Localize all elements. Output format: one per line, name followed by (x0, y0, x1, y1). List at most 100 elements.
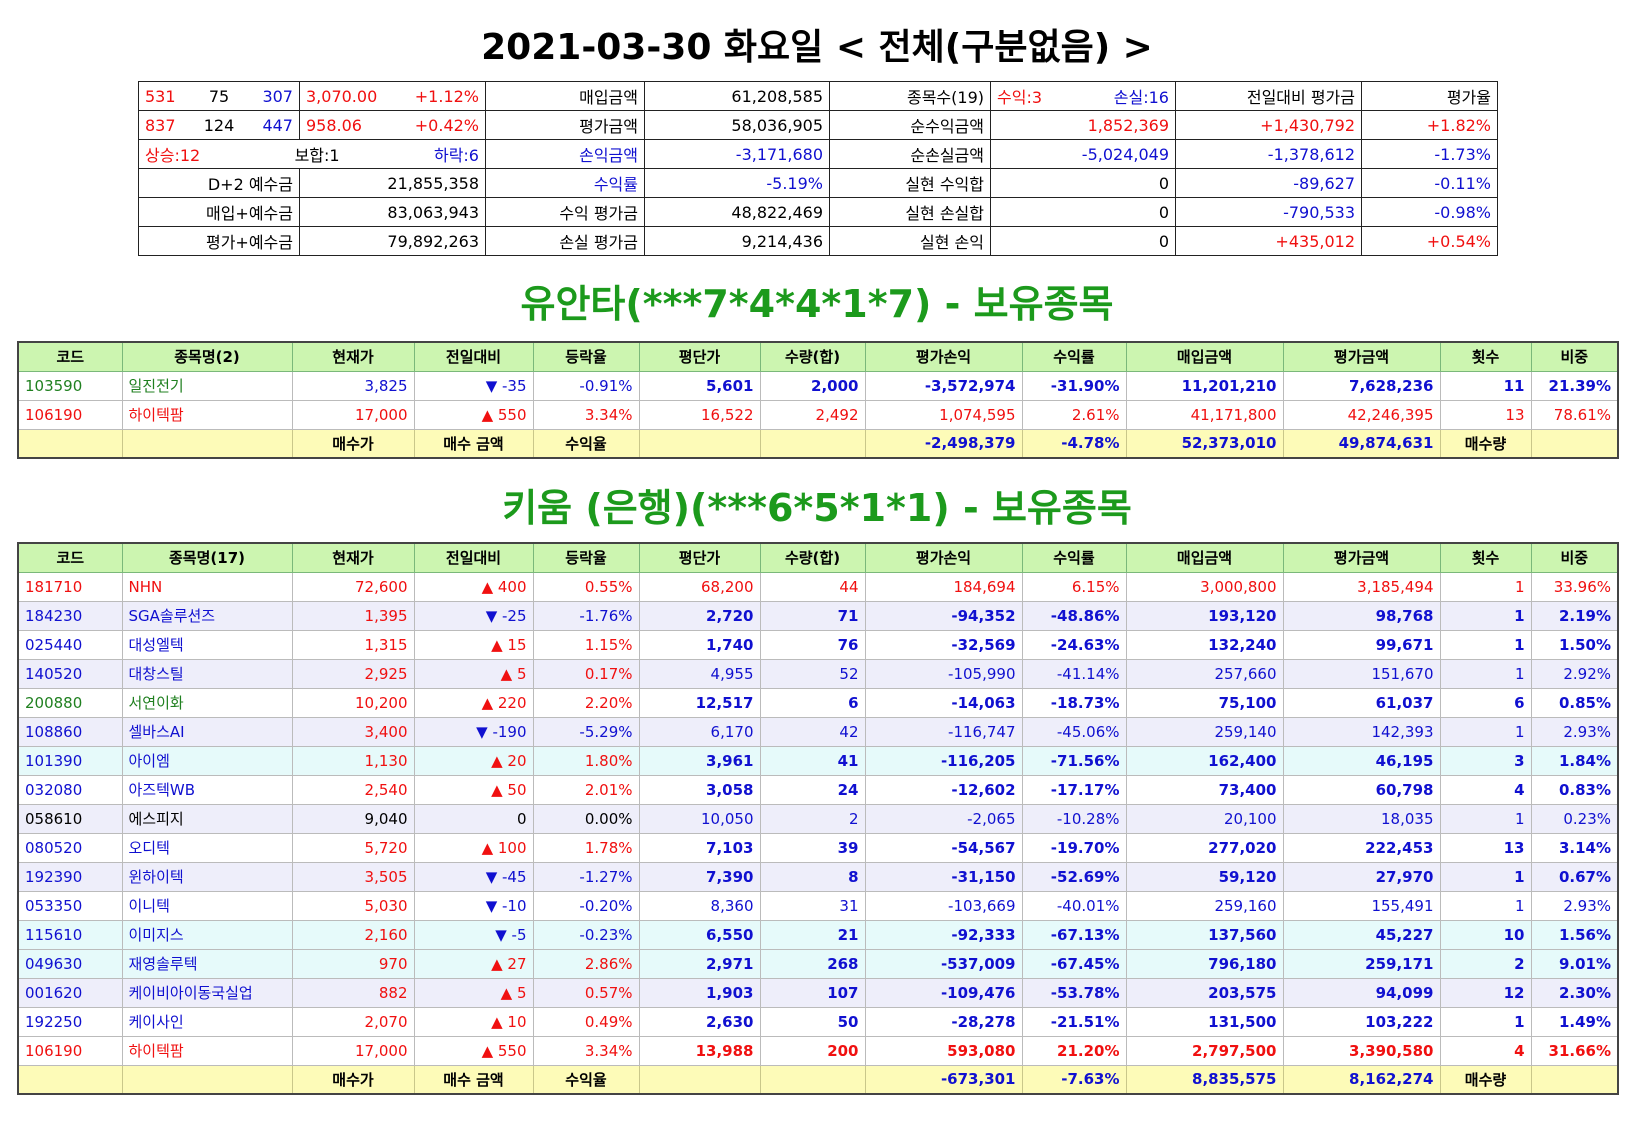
cell-text: 0 (1158, 231, 1169, 251)
cell-parts: 837 124 447 (145, 116, 293, 135)
holding-cell: 2.93% (1530, 890, 1619, 921)
holding-cell: 3,058 (638, 774, 761, 805)
holding-cell: 13,988 (638, 1035, 761, 1066)
cell-text: +0.54% (1426, 231, 1491, 251)
cell-part: 124 (203, 115, 235, 135)
header-cell: 매입금액 (1125, 341, 1284, 372)
holding-cell: 10 (1439, 919, 1532, 950)
cell-part: 958.06 (306, 115, 362, 135)
cell-text: 83,063,943 (387, 202, 479, 222)
footer-total: -2,498,379 (864, 428, 1023, 459)
cell-part: 3,070.00 (306, 86, 378, 106)
holding-cell: 18,035 (1282, 803, 1441, 834)
holding-cell: 2.20% (532, 687, 640, 718)
holding-cell: -28,278 (864, 1006, 1023, 1037)
footer-total: 52,373,010 (1125, 428, 1284, 459)
holding-cell: NHN (121, 571, 293, 602)
cell-text: -5.19% (766, 173, 823, 193)
holding-cell: 2,925 (291, 658, 415, 689)
holding-cell: 케이비아이동국실업 (121, 977, 293, 1008)
holding-cell: -92,333 (864, 919, 1023, 950)
holding-row: 192250 케이사인 2,070 ▲ 10 0.49% 2,630 50 -28,278 -2… (17, 1006, 1619, 1037)
holding-cell: 8 (759, 861, 866, 892)
holding-cell: 1 (1439, 803, 1532, 834)
header-cell: 현재가 (291, 341, 415, 372)
cell-text: 21,855,358 (387, 173, 479, 193)
holding-row: 058610 에스피지 9,040 0 0.00% 10,050 2 -2,065 -10.28… (17, 803, 1619, 834)
holding-cell: 200 (759, 1035, 866, 1066)
holding-cell: 아즈텍WB (121, 774, 293, 805)
holding-cell: 0.83% (1530, 774, 1619, 805)
summary-row: 837 124 447 958.06 +0.42% 평가금액 58,036,905 순수익금액… (138, 110, 1498, 140)
holding-cell: -116,747 (864, 716, 1023, 747)
holding-cell: ▲ 550 (413, 1035, 534, 1066)
holding-cell: 71 (759, 600, 866, 631)
holding-cell: -52.69% (1021, 861, 1127, 892)
holding-cell: 20,100 (1125, 803, 1284, 834)
holding-cell: 13 (1439, 832, 1532, 863)
holding-cell: 11 (1439, 370, 1532, 401)
cell-part: 상승:12 (145, 146, 201, 165)
holding-cell: 3,825 (291, 370, 415, 401)
holding-cell: 259,140 (1125, 716, 1284, 747)
holding-cell: 106190 (17, 399, 123, 430)
cell-parts: 상승:12 보합:1 하락:6 (145, 142, 479, 166)
holding-cell: 41,171,800 (1125, 399, 1284, 430)
holding-cell: -21.51% (1021, 1006, 1127, 1037)
holding-cell: 7,103 (638, 832, 761, 863)
holding-cell: 192390 (17, 861, 123, 892)
holding-cell: 에스피지 (121, 803, 293, 834)
summary-cell: 1,852,369 (990, 110, 1176, 140)
holding-cell: 3,185,494 (1282, 571, 1441, 602)
holding-cell: 4,955 (638, 658, 761, 689)
holding-cell: 049630 (17, 948, 123, 979)
cell-part: 손실:16 (1113, 88, 1169, 107)
holding-cell: -109,476 (864, 977, 1023, 1008)
cell-part: 307 (262, 86, 293, 106)
cell-part: 75 (208, 86, 230, 106)
holding-cell: 222,453 (1282, 832, 1441, 863)
summary-cell: -0.98% (1361, 197, 1498, 227)
holding-cell: 2.61% (1021, 399, 1127, 430)
footer-label: 매수가 (291, 1064, 415, 1095)
holding-cell: 155,491 (1282, 890, 1441, 921)
holding-cell: 1,130 (291, 745, 415, 776)
holding-cell: 12 (1439, 977, 1532, 1008)
holding-cell: ▲ 20 (413, 745, 534, 776)
summary-table: 531 75 307 3,070.00 +1.12% 매입금액 61,208,585 종목수(… (138, 81, 1498, 256)
holding-cell: 1 (1439, 1006, 1532, 1037)
summary-cell: 순수익금액 (829, 110, 991, 140)
holding-cell: -71.56% (1021, 745, 1127, 776)
holding-cell: 3,400 (291, 716, 415, 747)
holding-cell: 108860 (17, 716, 123, 747)
summary-row: 531 75 307 3,070.00 +1.12% 매입금액 61,208,585 종목수(… (138, 81, 1498, 111)
holding-cell: 3 (1439, 745, 1532, 776)
holding-cell: 1,395 (291, 600, 415, 631)
summary-cell: 실현 수익합 (829, 168, 991, 198)
summary-cell: 실현 손실합 (829, 197, 991, 227)
summary-cell: 수익률 (485, 168, 645, 198)
holding-cell: ▲ 50 (413, 774, 534, 805)
holding-cell: 1,315 (291, 629, 415, 660)
cell-text: 48,822,469 (731, 202, 823, 222)
header-cell: 전일대비 (413, 341, 534, 372)
summary-cell: 평가금액 (485, 110, 645, 140)
summary-cell: 79,892,263 (299, 226, 486, 256)
holding-cell: -40.01% (1021, 890, 1127, 921)
holding-cell: 31 (759, 890, 866, 921)
holding-cell: 2,630 (638, 1006, 761, 1037)
summary-cell: -3,171,680 (644, 139, 830, 169)
cell-text: 1,852,369 (1087, 115, 1169, 135)
holding-cell: 2,971 (638, 948, 761, 979)
holding-cell: 0.85% (1530, 687, 1619, 718)
cell-part: 보합:1 (294, 146, 340, 165)
summary-cell: 958.06 +0.42% (299, 110, 486, 140)
holding-cell: 6 (759, 687, 866, 718)
footer-total: 8,835,575 (1125, 1064, 1284, 1095)
footer-total: -7.63% (1021, 1064, 1127, 1095)
cell-text: -790,533 (1283, 202, 1355, 222)
holding-cell: 12,517 (638, 687, 761, 718)
cell-text: 58,036,905 (731, 115, 823, 135)
summary-cell: 48,822,469 (644, 197, 830, 227)
holding-cell: -5.29% (532, 716, 640, 747)
